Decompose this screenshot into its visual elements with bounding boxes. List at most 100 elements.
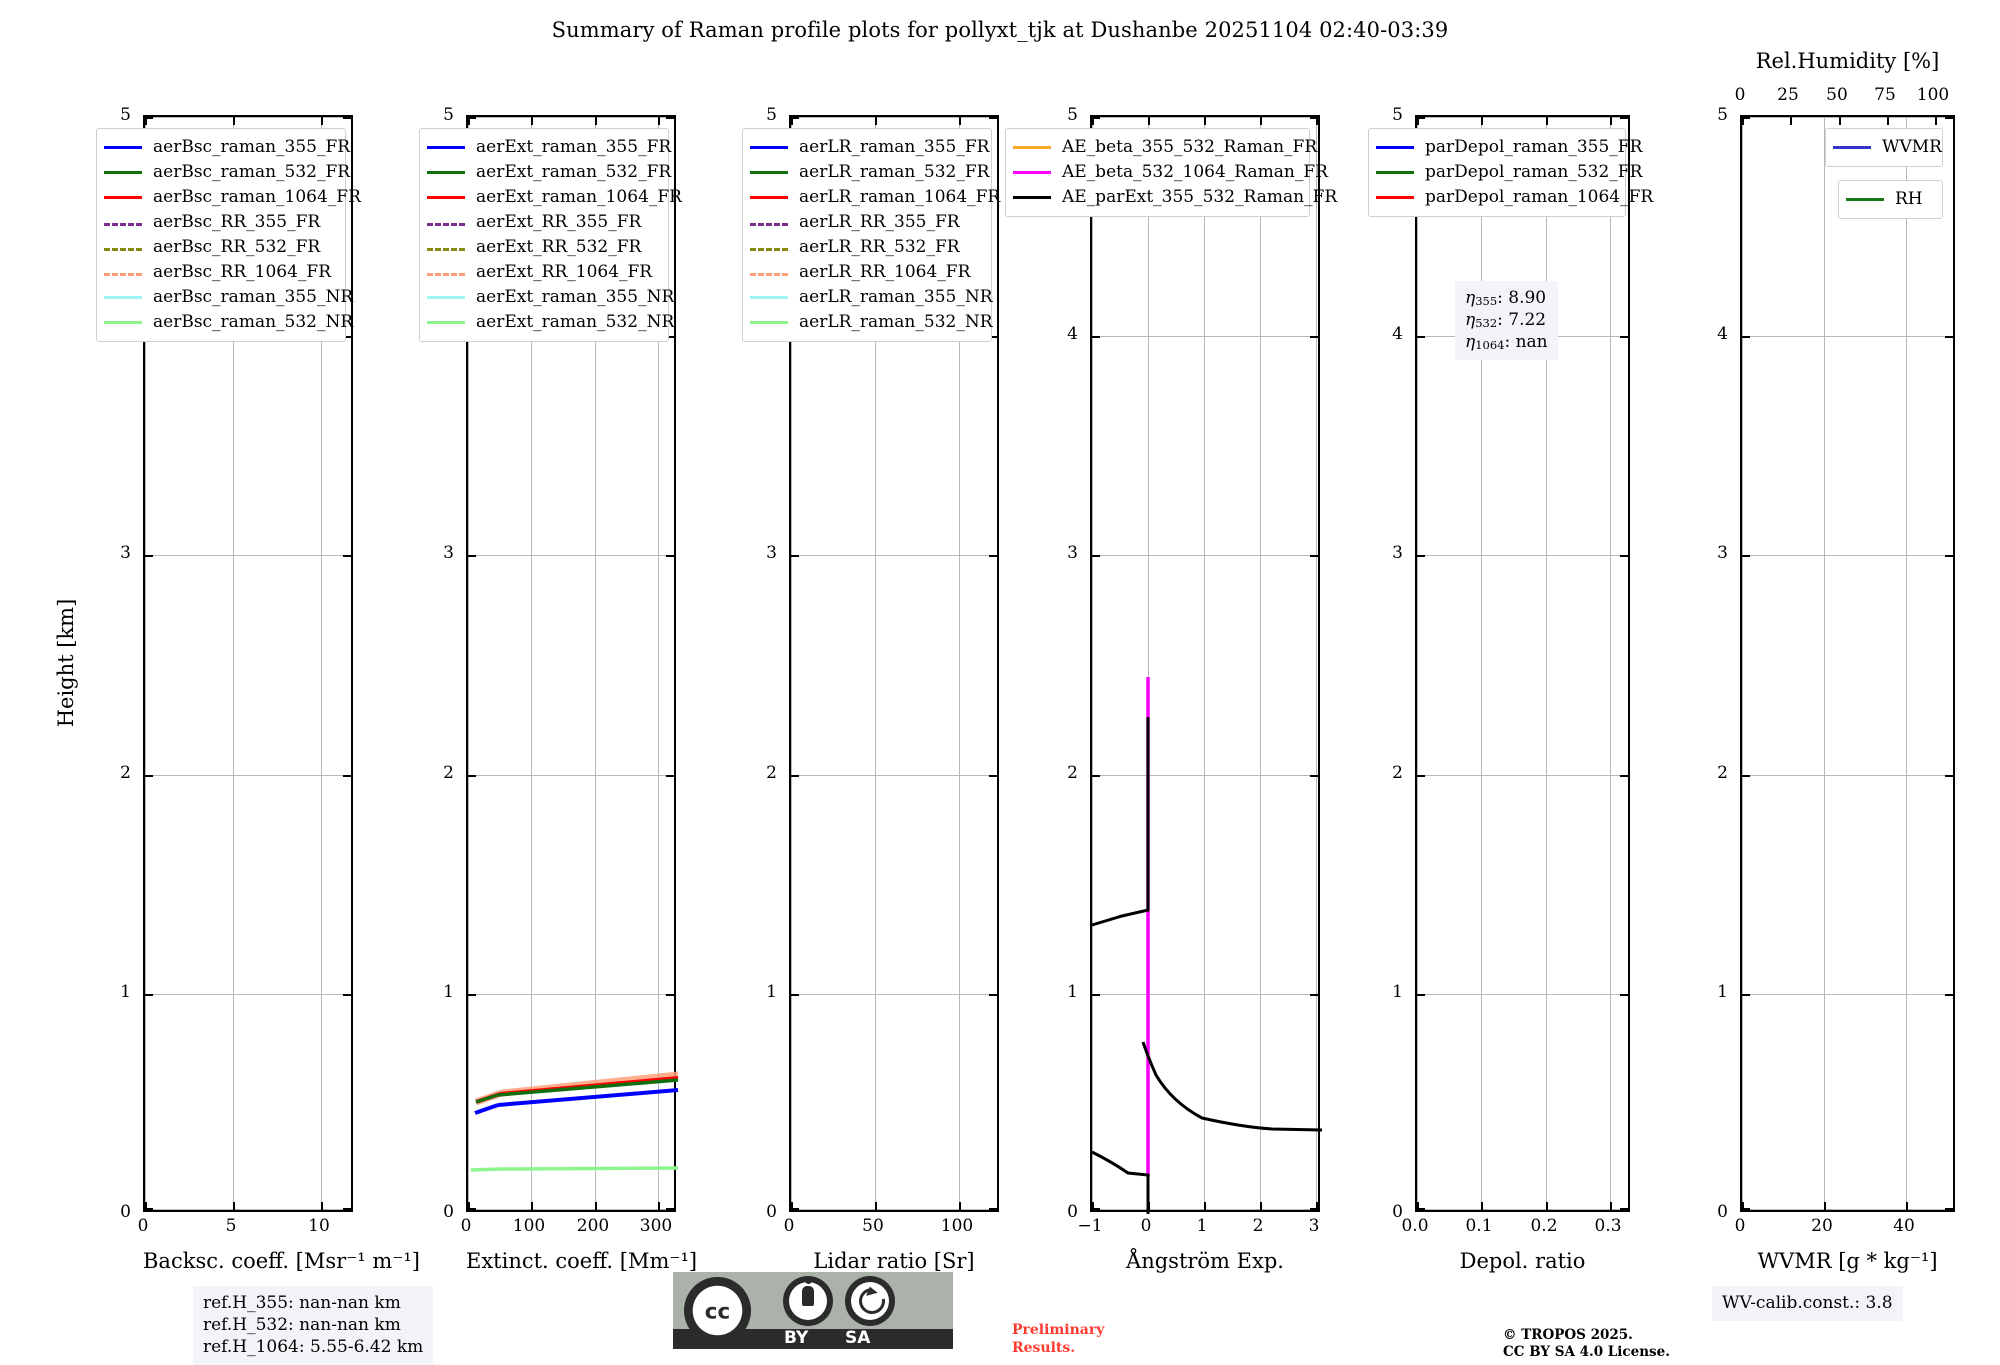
legend-item[interactable]: aerBsc_raman_532_FR [104, 160, 350, 185]
legend-item[interactable]: aerLR_raman_355_NR [750, 285, 993, 310]
plot-area-extinct[interactable] [466, 115, 679, 1212]
wv-calib-value: WV-calib.const.: 3.8 [1722, 1293, 1893, 1313]
x-tick-backsc-1: 5 [225, 1216, 237, 1236]
y-axis-title: Height [km] [54, 598, 78, 728]
plot-area-backsc[interactable] [143, 115, 353, 1212]
angstrom-curves [1091, 677, 1323, 1214]
y-tick-2: 2 [1392, 763, 1403, 783]
plot-area-depol[interactable] [1415, 115, 1630, 1212]
axis-title-depol: Depol. ratio [1459, 1249, 1586, 1273]
y-tick-1: 1 [1067, 982, 1078, 1002]
legend-item[interactable]: aerLR_raman_1064_FR [750, 185, 1000, 210]
x-tick-extinct-2: 200 [576, 1216, 610, 1236]
copyright-note: © TROPOS 2025. CC BY SA 4.0 License. [1503, 1327, 1670, 1361]
x-tick-wvmr-2: 40 [1893, 1216, 1915, 1236]
legend-item[interactable]: aerExt_raman_532_FR [427, 160, 671, 185]
x-tick-angstrom-4: 3 [1308, 1216, 1320, 1236]
legend-item[interactable]: aerBsc_raman_532_NR [104, 310, 353, 335]
legend-item[interactable]: aerBsc_RR_1064_FR [104, 260, 336, 285]
legend-item[interactable]: AE_beta_532_1064_Raman_FR [1013, 160, 1328, 185]
legend-label: parDepol_raman_1064_FR [1425, 187, 1654, 207]
legend-item[interactable]: aerLR_RR_532_FR [750, 235, 982, 260]
legend-item[interactable]: aerExt_raman_355_NR [427, 285, 674, 310]
legend-backsc[interactable]: aerBsc_raman_355_FR aerBsc_raman_532_FR … [96, 128, 361, 342]
cc-person-icon [802, 1277, 814, 1306]
panel-angstrom-exp: 5 4 3 2 1 0 −1 0 1 2 3 Ångström Exp. [1067, 105, 1323, 1273]
legend-wvmr[interactable]: WVMR [1825, 128, 1943, 167]
axis-title-angstrom: Ångström Exp. [1126, 1249, 1284, 1273]
eta-annotation-box: η355: 8.90 η532: 7.22 η1064: nan [1455, 281, 1558, 361]
x-tick-angstrom-1: 0 [1140, 1216, 1152, 1236]
y-tick-0: 0 [1067, 1202, 1078, 1222]
legend-item[interactable]: aerBsc_RR_532_FR [104, 235, 336, 260]
legend-item[interactable]: aerLR_raman_532_NR [750, 310, 993, 335]
panel-extinct-coeff: 5 4 3 2 1 0 0 100 200 300 Extinct. coeff… [443, 105, 697, 1273]
x-tick-depol-1: 0.1 [1465, 1216, 1493, 1236]
page-title: Summary of Raman profile plots for polly… [551, 18, 1449, 42]
x-tick-lidar-2: 100 [940, 1216, 974, 1236]
legend-angstrom[interactable]: AE_beta_355_532_Raman_FR AE_beta_532_106… [1005, 128, 1337, 217]
y-tick-0: 0 [766, 1202, 777, 1222]
y-tick-4: 4 [1392, 324, 1403, 344]
legend-item[interactable]: aerExt_RR_532_FR [427, 235, 659, 260]
legend-label: aerExt_raman_532_NR [476, 312, 675, 332]
x-tick-lidar-0: 0 [783, 1216, 795, 1236]
legend-rh[interactable]: RH [1838, 180, 1943, 219]
legend-item[interactable]: aerLR_RR_1064_FR [750, 260, 982, 285]
legend-label: aerLR_raman_532_NR [799, 312, 993, 332]
legend-label: aerExt_RR_1064_FR [476, 262, 653, 282]
top-x-tick-rh-3: 75 [1874, 85, 1896, 105]
legend-depol[interactable]: parDepol_raman_355_FR parDepol_raman_532… [1368, 128, 1653, 217]
y-tick-1: 1 [766, 982, 777, 1002]
legend-item[interactable]: aerLR_RR_355_FR [750, 210, 982, 235]
legend-label: aerExt_raman_355_FR [476, 137, 672, 157]
legend-item[interactable]: aerExt_RR_1064_FR [427, 260, 659, 285]
legend-item[interactable]: RH [1846, 187, 1933, 212]
legend-item[interactable]: aerBsc_raman_1064_FR [104, 185, 361, 210]
legend-lidar-ratio[interactable]: aerLR_raman_355_FR aerLR_raman_532_FR ae… [742, 128, 1000, 342]
eta-355-row: η355: 8.90 [1465, 287, 1548, 309]
legend-item[interactable]: aerExt_raman_355_FR [427, 135, 671, 160]
y-tick-3: 3 [1067, 543, 1078, 563]
legend-label: aerExt_RR_532_FR [476, 237, 642, 257]
top-x-tick-rh-1: 25 [1777, 85, 1799, 105]
legend-item[interactable]: parDepol_raman_1064_FR [1376, 185, 1653, 210]
plot-area-angstrom[interactable] [1090, 115, 1323, 1214]
legend-label: aerBsc_RR_355_FR [153, 212, 321, 232]
eta-symbol: η [1465, 310, 1476, 331]
legend-label: aerBsc_raman_532_FR [153, 162, 351, 182]
eta-532-row: η532: 7.22 [1465, 309, 1548, 331]
legend-item[interactable]: aerExt_RR_355_FR [427, 210, 659, 235]
legend-item[interactable]: aerExt_raman_1064_FR [427, 185, 682, 210]
legend-item[interactable]: WVMR [1833, 135, 1942, 160]
y-tick-5: 5 [1067, 105, 1078, 125]
legend-item[interactable]: AE_parExt_355_532_Raman_FR [1013, 185, 1337, 210]
y-tick-5: 5 [1717, 105, 1728, 125]
x-tick-angstrom-2: 1 [1196, 1216, 1208, 1236]
eta-subscript: 532 [1475, 316, 1498, 331]
x-tick-depol-2: 0.2 [1530, 1216, 1558, 1236]
plot-area-wvmr[interactable] [1740, 115, 1955, 1212]
legend-label: aerExt_raman_355_NR [476, 287, 675, 307]
legend-item[interactable]: aerLR_raman_532_FR [750, 160, 989, 185]
x-tick-angstrom-3: 2 [1252, 1216, 1264, 1236]
y-tick-3: 3 [766, 543, 777, 563]
legend-label: AE_parExt_355_532_Raman_FR [1062, 187, 1338, 207]
eta-value: : 7.22 [1497, 310, 1547, 331]
eta-symbol: η [1465, 332, 1476, 353]
legend-item[interactable]: aerBsc_raman_355_FR [104, 135, 350, 160]
legend-item[interactable]: parDepol_raman_355_FR [1376, 135, 1642, 160]
legend-item[interactable]: aerExt_raman_532_NR [427, 310, 674, 335]
legend-item[interactable]: parDepol_raman_532_FR [1376, 160, 1642, 185]
legend-extinct[interactable]: aerExt_raman_355_FR aerExt_raman_532_FR … [419, 128, 682, 342]
legend-label: aerBsc_raman_532_NR [153, 312, 354, 332]
legend-item[interactable]: AE_beta_355_532_Raman_FR [1013, 135, 1317, 160]
legend-item[interactable]: aerLR_raman_355_FR [750, 135, 989, 160]
y-tick-3: 3 [443, 543, 454, 563]
y-tick-1: 1 [1392, 982, 1403, 1002]
ref-h-532: ref.H_532: nan-nan km [203, 1315, 401, 1336]
legend-label: aerLR_RR_532_FR [799, 237, 960, 257]
legend-item[interactable]: aerBsc_RR_355_FR [104, 210, 336, 235]
legend-item[interactable]: aerBsc_raman_355_NR [104, 285, 353, 310]
y-tick-1: 1 [443, 982, 454, 1002]
